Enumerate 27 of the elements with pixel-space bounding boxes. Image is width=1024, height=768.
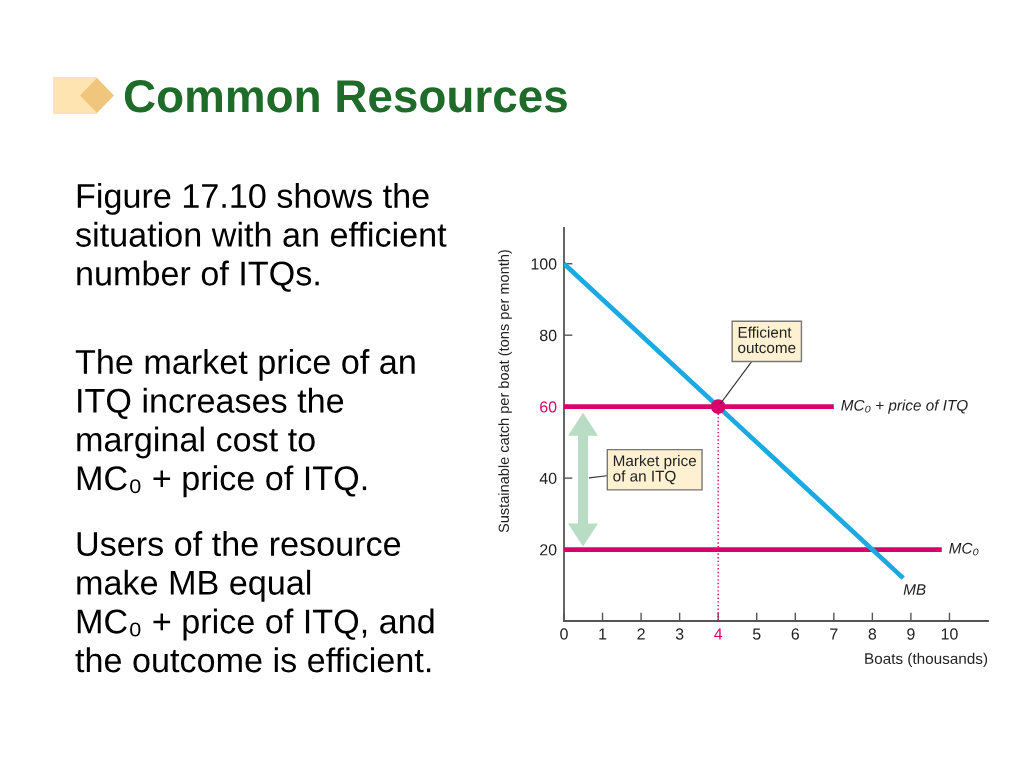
x-axis-title: Boats (thousands) <box>865 652 988 668</box>
y-tick-label: 80 <box>539 329 557 342</box>
series-label: MC₀ + price of ITQ <box>841 399 968 414</box>
y-tick-label: 60 <box>540 401 557 413</box>
series-label: MB <box>903 584 926 595</box>
x-tick-label: 8 <box>868 628 877 640</box>
y-tick-label: 20 <box>540 544 557 556</box>
y-axis-title: Sustainable catch per boat (tons per month) <box>498 250 512 533</box>
x-tick-label: 2 <box>637 628 645 640</box>
text: The market price of an ITQ increases the marginal cost to MC₀ + price of ITQ. <box>75 349 415 498</box>
x-tick-label: 1 <box>599 628 607 640</box>
x-tick-label: 10 <box>941 628 958 640</box>
x-tick-label: 0 <box>560 628 568 640</box>
y-tick-label: 40 <box>539 472 557 485</box>
x-tick-label: 9 <box>907 628 915 640</box>
annotation: Market price of an ITQ <box>613 454 697 485</box>
x-tick-label: 4 <box>714 628 723 640</box>
annotation: Efficient outcome <box>738 326 796 354</box>
text: Users of the resource make MB equal MC₀ + price of ITQ, and the outcome is efficient. <box>75 531 434 673</box>
y-tick-label: 100 <box>531 258 557 270</box>
x-tick-label: 7 <box>830 628 838 640</box>
x-tick-label: 3 <box>675 628 684 640</box>
caption: Figure 17.10 shows the situation with an efficient number of ITQs. <box>75 183 447 292</box>
series-label: MC₀ <box>949 542 979 556</box>
x-tick-label: 6 <box>791 628 800 640</box>
x-tick-label: 5 <box>752 628 761 640</box>
chart-title: Common Resources <box>124 80 567 113</box>
